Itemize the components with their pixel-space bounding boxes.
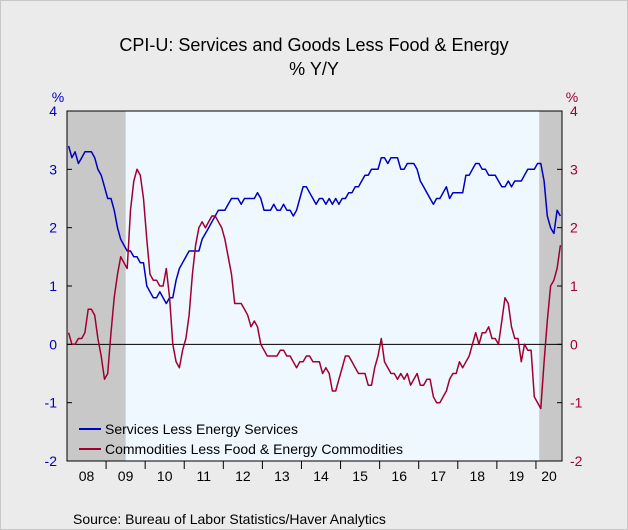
left-tick-label: -2 <box>45 453 58 469</box>
right-axis-unit: % <box>566 89 578 105</box>
left-axis: -2 -1 0 1 2 3 4 <box>45 103 72 469</box>
left-tick-label: 1 <box>49 278 57 294</box>
right-axis: -2 -1 0 1 2 3 4 <box>557 103 583 469</box>
x-tick-label: 14 <box>313 468 329 484</box>
series-line-1 <box>67 145 562 305</box>
x-tick-label: 18 <box>470 468 486 484</box>
chart-subtitle: % Y/Y <box>289 59 339 79</box>
right-tick-label: 2 <box>570 220 578 236</box>
x-tick-label: 17 <box>431 468 447 484</box>
right-tick-label: 1 <box>570 278 578 294</box>
x-tick-label: 19 <box>509 468 525 484</box>
right-tick-label: -2 <box>570 453 583 469</box>
source-note: Source: Bureau of Labor Statistics/Haver… <box>73 511 386 527</box>
right-tick-label: 3 <box>570 161 578 177</box>
legend-label-1: Services Less Energy Services <box>105 421 298 437</box>
x-tick-label: 12 <box>235 468 251 484</box>
plot-area <box>67 111 562 461</box>
left-axis-unit: % <box>52 89 64 105</box>
x-tick-label: 08 <box>79 468 95 484</box>
legend: Services Less Energy Services Commodities… <box>79 421 403 457</box>
x-tick-label: 16 <box>391 468 407 484</box>
x-tick-label: 13 <box>274 468 290 484</box>
right-tick-label: -1 <box>570 395 583 411</box>
x-tick-label: 10 <box>157 468 173 484</box>
x-tick-label: 20 <box>541 468 557 484</box>
right-tick-label: 4 <box>570 103 578 119</box>
series-line-2 <box>67 168 562 410</box>
x-tick-label: 09 <box>118 468 134 484</box>
x-tick-label: 11 <box>197 468 212 484</box>
left-tick-label: -1 <box>45 395 58 411</box>
left-tick-label: 3 <box>49 161 57 177</box>
x-axis: 08 09 10 11 12 13 14 15 16 17 18 19 20 <box>79 461 557 484</box>
left-tick-label: 0 <box>49 336 57 352</box>
series-lines <box>67 145 562 410</box>
left-tick-label: 4 <box>49 103 57 119</box>
x-tick-label: 15 <box>352 468 368 484</box>
chart-title: CPI-U: Services and Goods Less Food & En… <box>119 35 508 55</box>
legend-label-2: Commodities Less Food & Energy Commoditi… <box>105 441 403 457</box>
left-tick-label: 2 <box>49 220 57 236</box>
right-tick-label: 0 <box>570 336 578 352</box>
